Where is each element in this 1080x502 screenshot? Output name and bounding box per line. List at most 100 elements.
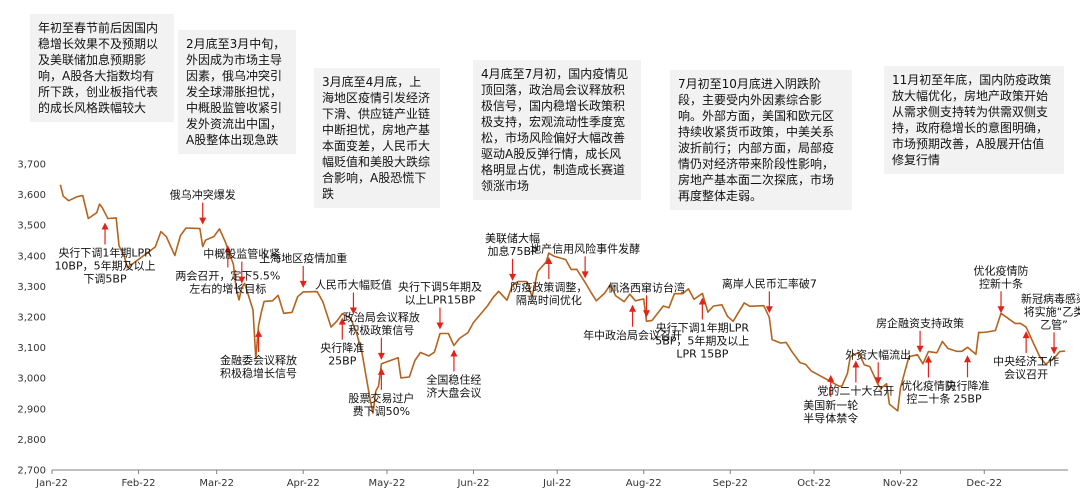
annotation-text-line: 上海地区疫情加重: [259, 251, 347, 265]
x-tick-label: Jun-22: [456, 478, 489, 489]
x-tick-label: Jan-22: [35, 478, 68, 489]
arrowhead: [377, 352, 385, 360]
annotation-text-line: 政治局会议释放: [343, 310, 420, 324]
annotation-text-line: 央行下调5年期及: [398, 280, 482, 294]
arrowhead: [765, 306, 773, 314]
arrowhead: [643, 310, 651, 318]
arrowhead: [101, 222, 109, 230]
x-tick-label: Dec-22: [966, 478, 1002, 489]
annotation-text-line: 央行下调1年期LPR: [656, 320, 750, 334]
annotation-1: 俄乌冲突爆发: [170, 188, 236, 225]
annotation-20: 党的二十大召开: [817, 360, 894, 397]
annotation-text-line: 党的二十大召开: [817, 383, 894, 397]
annotation-text-line: 半导体禁令: [803, 411, 858, 425]
annotation-text-line: 新冠病毒感染: [1021, 291, 1080, 305]
annotation-text-line: 将实施“乙类: [1024, 304, 1080, 318]
annotation-text-line: 央行下调1年期LPR: [58, 245, 152, 259]
annotation-text-line: 股票交易过户: [348, 391, 414, 405]
arrowhead: [545, 257, 553, 265]
arrowhead: [338, 317, 346, 325]
annotation-text-line: 左右的增长目标: [189, 281, 266, 295]
annotation-text-line: 央行降准: [320, 341, 364, 355]
annotation-18: 离岸人民币汇率破7: [722, 276, 817, 314]
annotation-text-line: 积极稳增长信号: [220, 366, 297, 380]
arrowhead: [238, 276, 246, 284]
annotation-text-line: 优化疫情防: [974, 263, 1029, 277]
annotation-text-line: 佩洛西窜访台湾: [608, 280, 685, 294]
phase-note-1: 年初至春节前后因国内稳增长效果不及预期以及美联储加息预期影响，A股各大指数均有所…: [30, 14, 174, 122]
y-tick-label: 2,800: [17, 435, 46, 446]
annotation-text-line: 中央经济工作: [993, 354, 1059, 368]
arrowhead: [509, 273, 517, 281]
x-tick-label: Jul-22: [542, 478, 571, 489]
x-tick-label: May-22: [369, 478, 406, 489]
phase-note-4: 4月底至7月初，国内疫情见顶回落，政治局会议释放积极信号，国内稳增长政策积极支持…: [473, 60, 641, 200]
annotation-text-line: 外资大幅流出: [845, 347, 911, 361]
y-tick-label: 3,000: [17, 374, 46, 385]
arrowhead: [852, 360, 860, 368]
arrowhead: [255, 329, 263, 337]
y-tick-label: 3,500: [17, 221, 46, 232]
annotation-text-line: 防疫政策调整，: [510, 280, 587, 294]
annotation-text-line: 以上LPR15BP: [405, 294, 476, 307]
axes: 3,700 3,600 3,500 3,400 3,300 3,200 3,100 3,000…: [17, 160, 1068, 489]
x-tick-label: Aug-22: [626, 478, 662, 489]
y-tick-label: 3,300: [17, 282, 46, 293]
annotation-14: 地产信用风险事件发酵: [530, 241, 640, 279]
annotation-6: 人民币大幅贬值: [315, 278, 392, 315]
annotation-text-line: 离岸人民币汇率破7: [722, 276, 817, 290]
annotation-13: 防疫政策调整，隔离时间优化: [510, 257, 587, 307]
y-tick-label: 3,600: [17, 190, 46, 201]
annotation-3: 中概股监管收紧: [203, 247, 280, 284]
annotation-text-line: 央行降准: [946, 378, 990, 392]
x-tick-label: Apr-22: [287, 478, 320, 489]
arrowhead: [224, 245, 232, 253]
arrowhead: [997, 306, 1005, 314]
arrowhead: [874, 377, 882, 385]
annotation-text-line: 中概股监管收紧: [203, 247, 280, 261]
arrowhead: [349, 307, 357, 315]
annotation-text-line: 积极政策信号: [348, 323, 414, 337]
arrowhead: [581, 271, 589, 279]
arrowhead: [916, 345, 924, 353]
x-tick-label: Sep-22: [713, 478, 748, 489]
annotation-text-line: 5BP，5年期及以上: [655, 333, 749, 347]
x-tick-label: Oct-22: [797, 478, 831, 489]
y-tick-label: 2,900: [17, 404, 46, 415]
annotation-2: 两会召开，定下5.5%左右的增长目标: [175, 245, 280, 295]
arrowhead: [450, 349, 458, 357]
annotation-text-line: 美国新一轮: [803, 398, 858, 412]
arrowhead: [924, 355, 932, 363]
arrowhead: [436, 322, 444, 330]
annotation-text-line: 俄乌冲突爆发: [170, 188, 236, 202]
x-tick-label: Mar-22: [199, 478, 234, 489]
phase-note-3: 3月底至4月底，上海地区疫情引发经济下滑、供应链产业链中断担忧，房地产基本面变差…: [314, 68, 440, 208]
annotation-text-line: 乙管”: [1040, 317, 1068, 331]
y-tick-label: 2,700: [17, 466, 46, 477]
arrowhead: [698, 297, 706, 305]
annotation-text-line: 会议召开: [1004, 368, 1048, 381]
annotation-text-line: 美联储大幅: [485, 231, 540, 245]
annotation-text-line: 控新十条: [979, 276, 1023, 290]
x-tick-label: Nov-22: [883, 478, 919, 489]
annotation-16: 年中政治局会议召开: [583, 304, 682, 342]
annotation-text-line: 济大盘会议: [426, 385, 481, 399]
annotation-text-line: 两会召开，定下5.5%: [175, 268, 280, 282]
arrowhead: [629, 304, 637, 312]
annotation-text-line: 房企融资支持政策: [876, 316, 964, 330]
annotation-text-line: 地产信用风险事件发酵: [530, 241, 640, 255]
annotation-text-line: 年中政治局会议召开: [583, 328, 682, 342]
annotation-text-line: 人民币大幅贬值: [315, 278, 392, 292]
